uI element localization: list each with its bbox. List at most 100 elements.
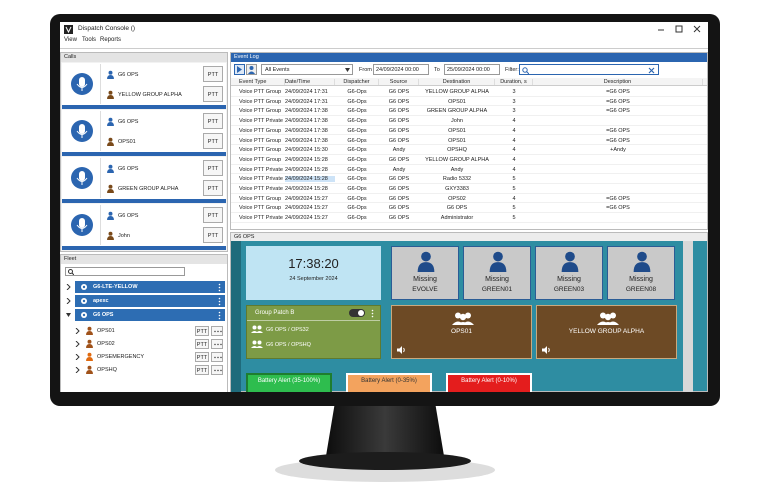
mic-icon — [71, 120, 93, 142]
table-cell: 4 — [512, 156, 516, 163]
ptt-button[interactable]: PTT — [203, 113, 223, 129]
group-tile[interactable]: OPS01 — [391, 305, 532, 359]
table-cell: Voice PTT Group — [239, 195, 282, 202]
table-cell: 24/09/2024 15:28 — [285, 186, 328, 192]
call-group: G6 OPS — [118, 166, 139, 172]
battery-alert[interactable]: Battery Alert (35-100%) — [246, 373, 332, 392]
table-cell: Voice PTT Private — [239, 176, 283, 183]
table-cell: G6 OPS — [388, 205, 410, 212]
ptt-button[interactable]: PTT — [203, 207, 223, 223]
table-cell: G6-Ops — [347, 176, 367, 183]
person-icon — [107, 70, 114, 79]
panel-header: Calls — [61, 53, 227, 62]
window-controls — [658, 25, 701, 33]
fleet-member[interactable]: OPS01 — [97, 328, 115, 334]
table-row[interactable] — [231, 213, 707, 223]
table-row[interactable] — [231, 116, 707, 126]
unit-tile[interactable]: Missing GREEN08 — [607, 246, 675, 300]
speaker-icon — [542, 346, 550, 354]
ptt-button[interactable]: PTT — [195, 365, 209, 375]
more-button[interactable] — [211, 339, 223, 349]
table-cell: Voice PTT Group — [239, 137, 282, 144]
table-cell: G6-Ops — [347, 186, 367, 192]
unit-tile[interactable]: Missing EVOLVE — [391, 246, 459, 300]
table-row[interactable] — [231, 97, 707, 107]
group-tile[interactable]: YELLOW GROUP ALPHA — [536, 305, 677, 359]
table-cell: Voice PTT Group — [239, 127, 282, 134]
fleet-search[interactable] — [65, 267, 185, 276]
column-header[interactable]: Duration, s — [495, 79, 533, 85]
ptt-button[interactable]: PTT — [203, 227, 223, 243]
table-cell: Voice PTT Private — [239, 118, 283, 125]
panel-header: G6 OPS — [231, 233, 707, 241]
event-filter-dropdown[interactable]: All Events — [261, 64, 353, 75]
table-cell: G6-Ops — [347, 205, 367, 212]
unit-tile[interactable]: Missing GREEN01 — [463, 246, 531, 300]
table-cell: G6-Ops — [347, 166, 367, 173]
column-header[interactable]: Date/Time — [285, 79, 335, 85]
ptt-button[interactable]: PTT — [203, 180, 223, 196]
fleet-group[interactable]: apexc — [75, 295, 225, 307]
person-icon — [489, 251, 507, 272]
table-cell: Voice PTT Private — [239, 215, 283, 222]
menu-item[interactable]: Tools — [82, 37, 97, 43]
ptt-button[interactable]: PTT — [195, 352, 209, 362]
side-strip — [231, 241, 241, 392]
table-row[interactable] — [231, 174, 707, 184]
ptt-button[interactable]: PTT — [203, 160, 223, 176]
fleet-member[interactable]: OPS02 — [97, 341, 115, 347]
ptt-button[interactable]: PTT — [195, 339, 209, 349]
table-cell: OPS01 — [448, 127, 466, 134]
ptt-button[interactable]: PTT — [195, 326, 209, 336]
table-row[interactable] — [231, 155, 707, 165]
more-button[interactable] — [211, 326, 223, 336]
table-row[interactable] — [231, 87, 707, 97]
from-date[interactable]: 24/09/2024 00:00 — [373, 64, 429, 75]
menu-item[interactable]: View — [64, 37, 77, 43]
table-row[interactable] — [231, 165, 707, 175]
fleet-group[interactable]: G6-LTE-YELLOW — [75, 281, 225, 293]
fleet-member[interactable]: OPSEMERGENCY — [97, 354, 145, 360]
table-cell: YELLOW GROUP ALPHA — [425, 89, 489, 95]
menu-item[interactable]: Reports — [100, 37, 122, 43]
ptt-button[interactable]: PTT — [203, 133, 223, 149]
call-target: John — [118, 233, 130, 239]
table-row[interactable] — [231, 184, 707, 194]
ptt-button[interactable]: PTT — [203, 86, 223, 102]
fleet-group[interactable]: G6 OPS — [75, 309, 225, 321]
expand-arrow — [75, 354, 80, 360]
table-cell: Andy — [392, 147, 406, 154]
to-date[interactable]: 25/09/2024 00:00 — [444, 64, 500, 75]
table-cell: =G6 OPS — [606, 127, 630, 134]
table-cell: John — [451, 118, 463, 125]
fleet-member[interactable]: OPSHQ — [97, 367, 117, 373]
table-cell: OPSHQ — [447, 147, 467, 154]
table-cell: G6-Ops — [347, 147, 367, 154]
table-cell: G6-Ops — [347, 127, 367, 134]
table-row[interactable] — [231, 145, 707, 155]
stand-base — [299, 452, 471, 470]
table-row[interactable] — [231, 203, 707, 214]
table-row[interactable] — [231, 126, 707, 136]
battery-alert[interactable]: Battery Alert (0-10%) — [446, 373, 532, 392]
column-header[interactable]: Source — [379, 79, 419, 85]
ptt-button[interactable]: PTT — [203, 66, 223, 82]
unit-tile[interactable]: Missing GREEN03 — [535, 246, 603, 300]
table-row[interactable] — [231, 106, 707, 117]
table-cell: Voice PTT Private — [239, 166, 283, 173]
column-header[interactable]: Description — [533, 79, 703, 85]
column-header[interactable]: Event Type — [239, 79, 285, 85]
filter-input[interactable] — [519, 64, 659, 75]
column-header[interactable]: Destination — [419, 79, 495, 85]
mic-icon — [71, 214, 93, 236]
table-row[interactable] — [231, 194, 707, 204]
person-icon — [86, 339, 93, 348]
table-cell: YELLOW GROUP ALPHA — [425, 156, 489, 163]
patch-title: Group Patch B — [255, 310, 295, 316]
battery-alert[interactable]: Battery Alert (0-35%) — [346, 373, 432, 392]
to-label: To — [434, 67, 440, 73]
table-row[interactable] — [231, 136, 707, 146]
column-header[interactable]: Dispatcher — [335, 79, 379, 85]
more-button[interactable] — [211, 352, 223, 362]
more-button[interactable] — [211, 365, 223, 375]
